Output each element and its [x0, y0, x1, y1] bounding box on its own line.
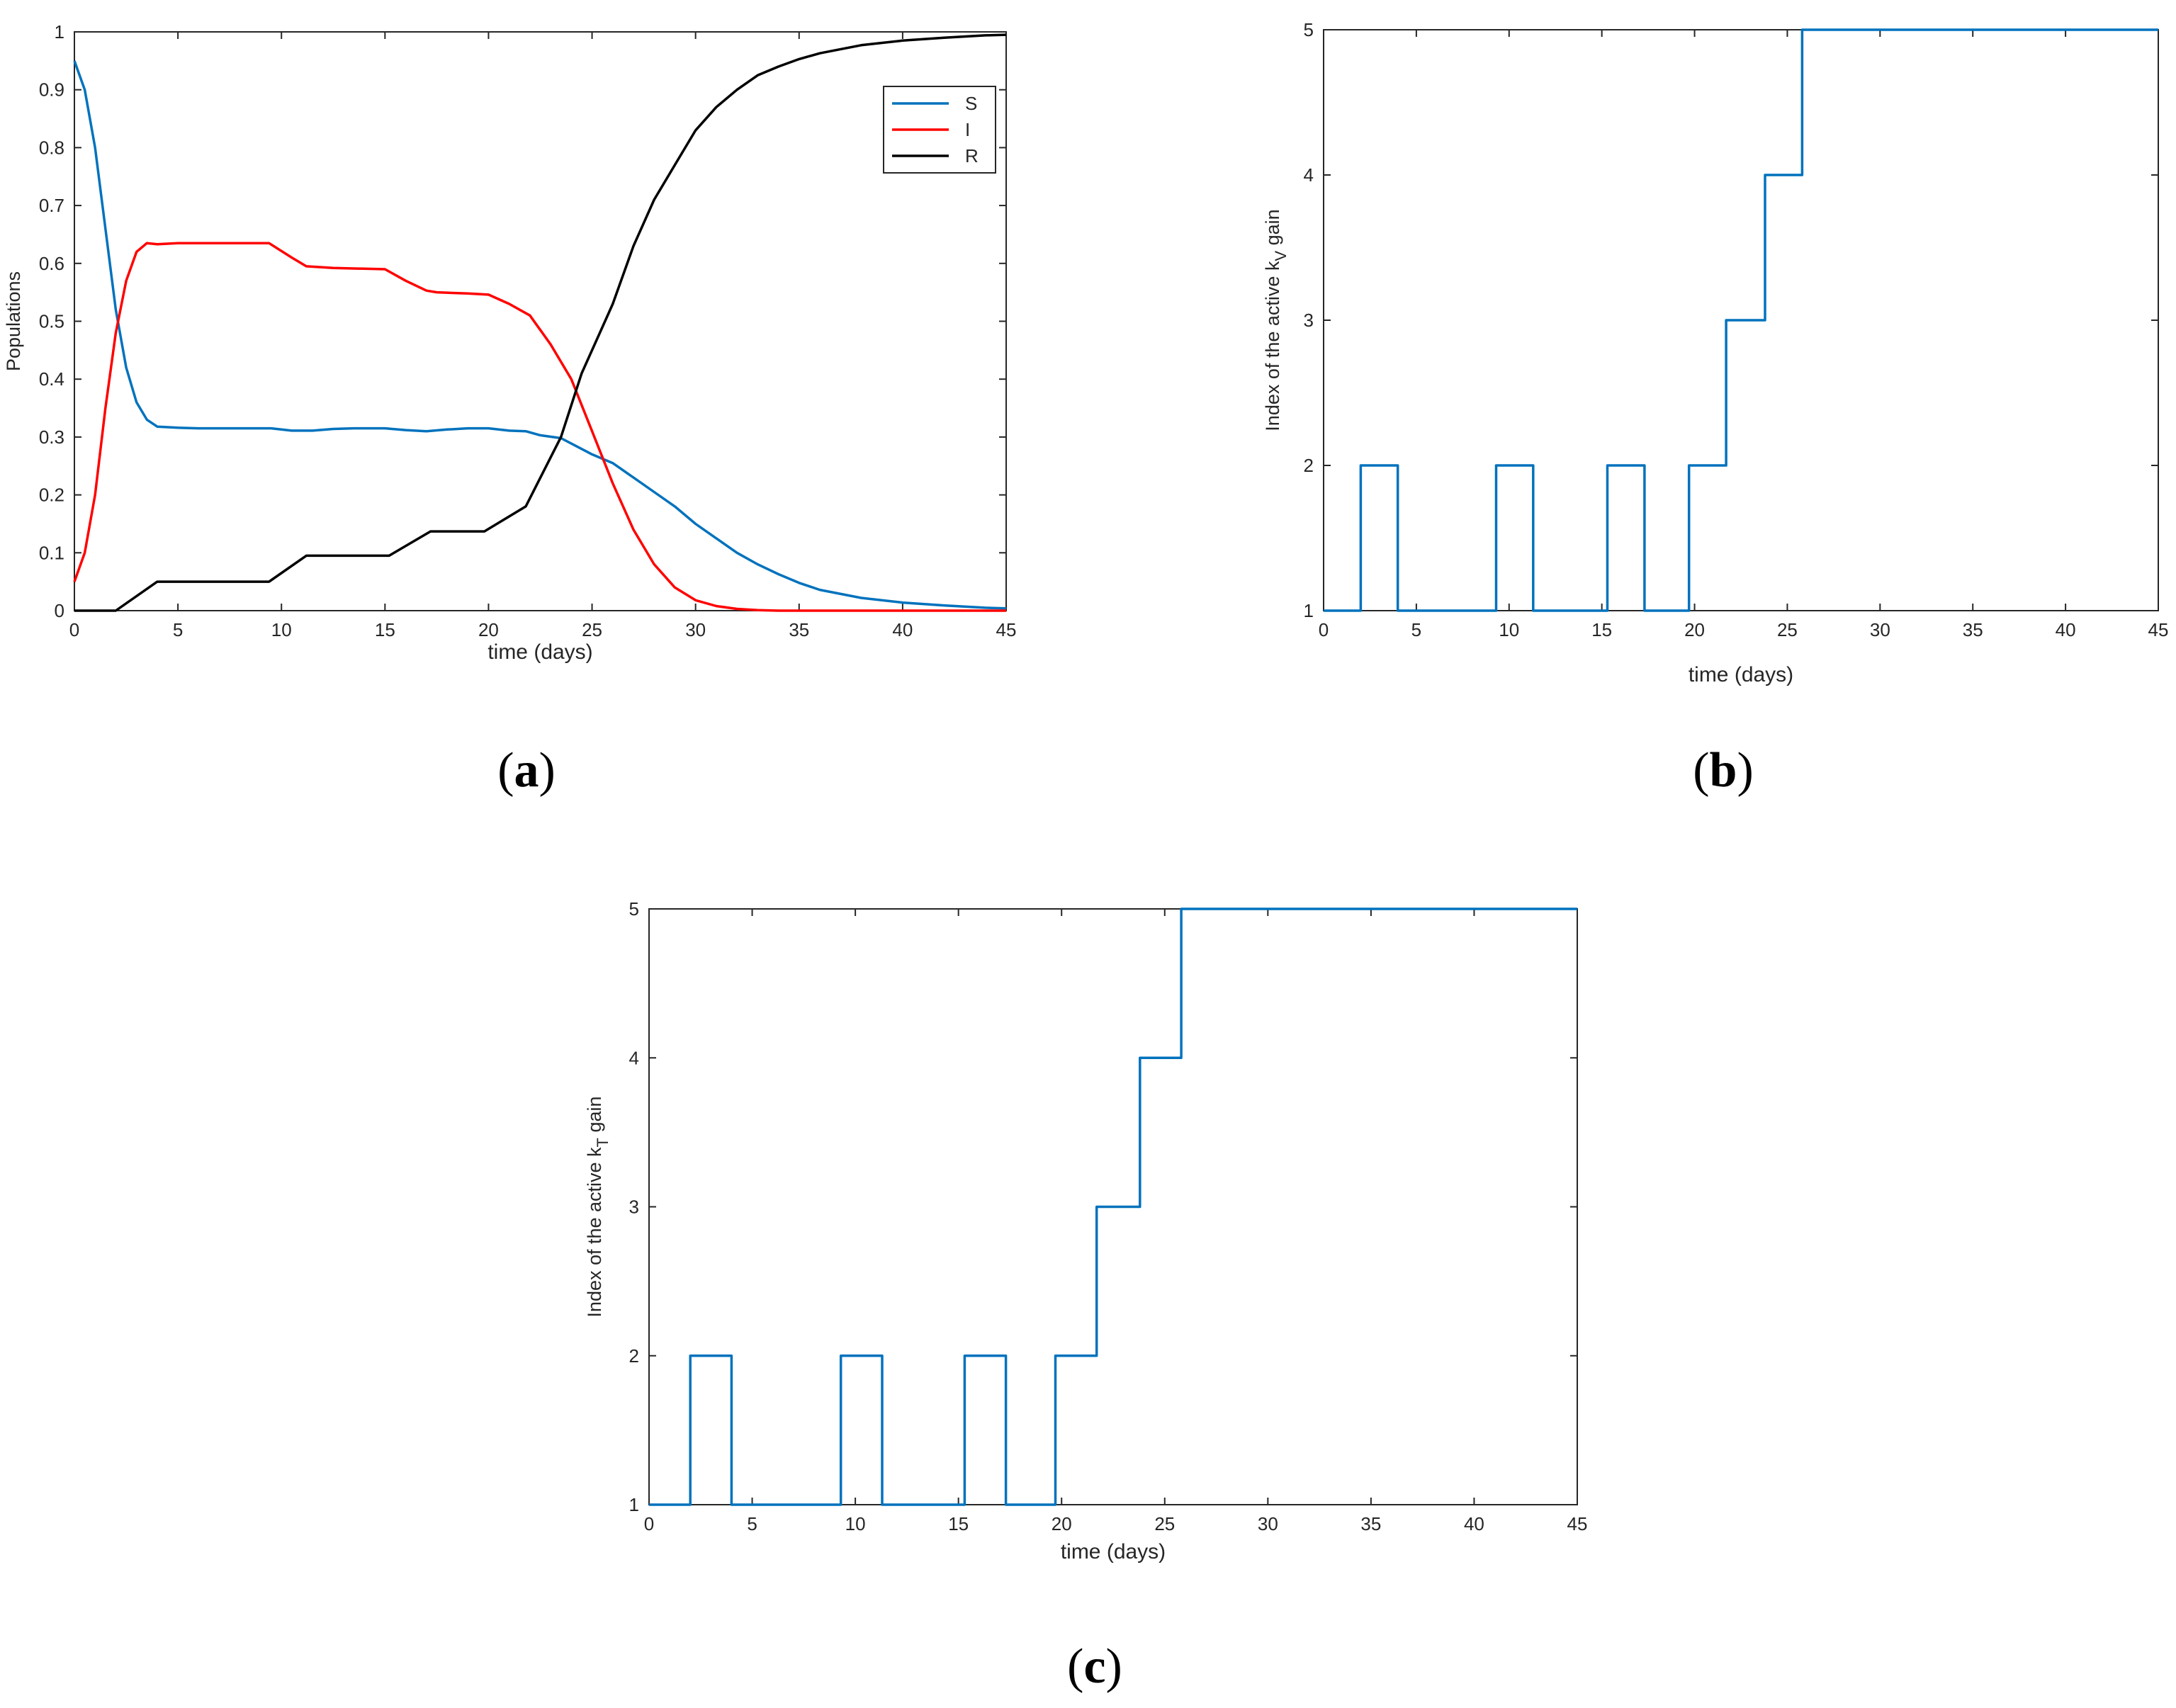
series-line-b-active-gain-index — [1324, 28, 2158, 612]
series-line-a-R — [74, 33, 1007, 612]
x-axis-label-b: time (days) — [1689, 663, 1793, 686]
x-tick-label-c: 25 — [1154, 1513, 1175, 1534]
x-tick-label-a: 20 — [478, 619, 499, 640]
y-axis-label-c: Index of the active kT gain — [584, 1096, 611, 1317]
x-tick-label-b: 0 — [1319, 619, 1329, 640]
series-line-a-I — [73, 242, 1006, 612]
y-axis-label-b: Index of the active kV gain — [1262, 209, 1290, 431]
y-tick-label-c: 3 — [629, 1197, 639, 1218]
y-tick-label-c: 2 — [629, 1345, 639, 1367]
y-tick-label-c: 1 — [629, 1494, 639, 1515]
y-tick-label-a: 0.2 — [39, 485, 64, 506]
y-tick-label-a: 0 — [55, 600, 64, 621]
x-tick-label-c: 0 — [644, 1513, 654, 1534]
y-tick-label-b: 4 — [1304, 164, 1314, 186]
x-tick-label-b: 25 — [1777, 619, 1798, 640]
y-tick-label-a: 0.6 — [39, 253, 64, 274]
y-tick-label-a: 0.8 — [39, 137, 64, 158]
x-tick-label-b: 45 — [2148, 619, 2169, 640]
y-tick-label-b: 3 — [1304, 310, 1314, 331]
x-tick-label-b: 40 — [2056, 619, 2076, 640]
y-tick-label-c: 5 — [629, 898, 639, 920]
series-line-c-active-gain-index — [649, 907, 1577, 1506]
x-tick-label-c: 5 — [747, 1513, 757, 1534]
y-tick-label-a: 0.9 — [39, 79, 64, 101]
x-tick-label-c: 20 — [1052, 1513, 1072, 1534]
y-tick-label-c: 4 — [629, 1047, 639, 1068]
x-tick-label-b: 35 — [1963, 619, 1983, 640]
x-tick-label-b: 10 — [1499, 619, 1519, 640]
x-tick-label-a: 45 — [996, 619, 1017, 640]
panel-label-a: (a) — [497, 743, 556, 798]
y-tick-label-a: 0.4 — [39, 368, 64, 390]
chart-a: 0 5 10 15 20 25 30 35 40 45 0 0.1 0.2 0.3 0.4 0.5 0.6 0.7… — [3, 21, 1016, 798]
y-tick-label-b: 5 — [1304, 19, 1314, 40]
x-tick-label-c: 35 — [1360, 1513, 1381, 1534]
x-tick-label-b: 30 — [1870, 619, 1890, 640]
y-axis-label-a: Populations — [3, 271, 24, 371]
x-tick-label-c: 15 — [948, 1513, 969, 1534]
x-tick-label-a: 40 — [892, 619, 913, 640]
y-tick-label-a: 0.3 — [39, 426, 64, 448]
legend-label-S: S — [965, 93, 977, 114]
x-tick-label-a: 25 — [582, 619, 602, 640]
x-tick-label-c: 30 — [1258, 1513, 1278, 1534]
x-tick-label-b: 15 — [1591, 619, 1612, 640]
y-tick-label-a: 1 — [55, 21, 64, 43]
x-tick-label-b: 20 — [1684, 619, 1705, 640]
panel-label-b: (b) — [1693, 743, 1754, 798]
y-tick-label-b: 1 — [1304, 600, 1314, 621]
legend: SIR — [883, 86, 996, 174]
x-axis-label-c: time (days) — [1061, 1540, 1166, 1563]
y-tick-label-b: 2 — [1304, 455, 1314, 476]
plot-frame-a — [74, 31, 1007, 611]
panel-label-c: (c) — [1067, 1639, 1122, 1694]
x-tick-label-a: 0 — [69, 619, 79, 640]
x-tick-label-a: 5 — [173, 619, 183, 640]
x-tick-label-c: 45 — [1567, 1513, 1588, 1534]
y-tick-label-a: 0.7 — [39, 195, 64, 216]
x-tick-label-c: 40 — [1464, 1513, 1484, 1534]
legend-label-R: R — [965, 145, 979, 166]
legend-label-I: I — [965, 119, 970, 140]
x-tick-label-c: 10 — [845, 1513, 866, 1534]
x-tick-label-a: 15 — [375, 619, 395, 640]
x-tick-label-b: 5 — [1411, 619, 1421, 640]
y-tick-label-a: 0.1 — [39, 542, 64, 563]
x-tick-label-a: 35 — [789, 619, 809, 640]
x-axis-label-a: time (days) — [487, 640, 592, 664]
x-tick-label-a: 10 — [271, 619, 292, 640]
x-tick-label-a: 30 — [685, 619, 706, 640]
series-line-a-S — [73, 60, 1007, 610]
y-tick-label-a: 0.5 — [39, 311, 64, 332]
